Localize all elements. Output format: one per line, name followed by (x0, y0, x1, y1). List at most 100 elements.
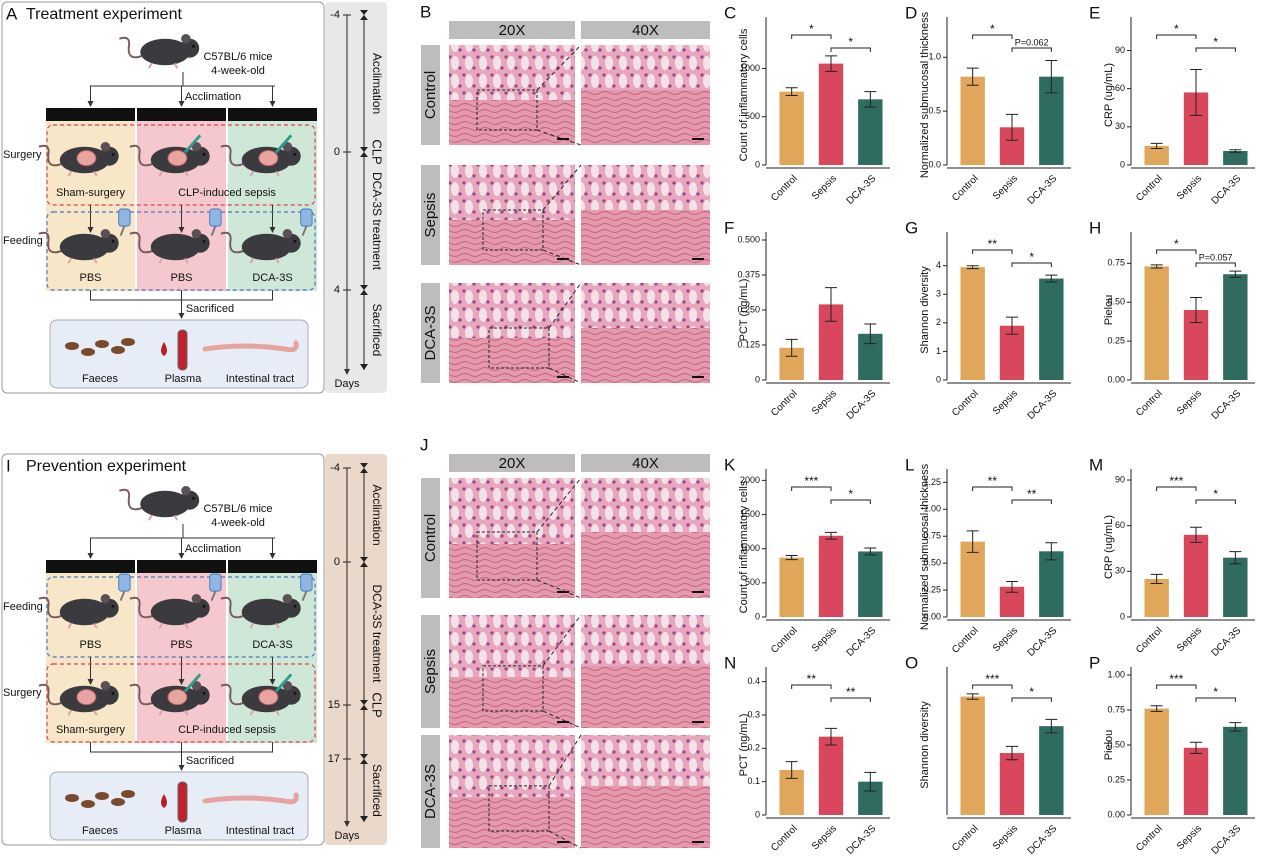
bottle-spout (301, 590, 308, 601)
sacrificed-label: Sacrificed (186, 755, 234, 767)
timeline-tick-label: 15 (328, 699, 340, 711)
bar (960, 76, 985, 165)
y-axis-label: Pielou (1103, 730, 1115, 761)
mouse-icon (129, 573, 222, 629)
error-bar (825, 287, 837, 322)
micrograph-mucosa (449, 615, 575, 678)
x-tick-label: Control (950, 173, 981, 204)
panel-letter: F (724, 218, 734, 237)
mouse-eye (293, 152, 297, 156)
error-bar (1229, 551, 1242, 565)
row-header (421, 735, 440, 848)
mouse-ear (282, 593, 293, 604)
x-tick-label: DCA-3S (1026, 173, 1060, 207)
error-bar (1045, 542, 1058, 561)
mouse-feet (67, 257, 98, 264)
y-axis-label: PCT (ng/mL) (738, 714, 750, 777)
significance-bracket (830, 499, 871, 504)
mouse-head (99, 146, 119, 166)
y-axis-label: Normalized submucosal thickness (919, 11, 931, 178)
row-label: DCA-3S (422, 305, 439, 360)
y-tick-label: 60 (1115, 83, 1125, 93)
y-tick-label: 1.00 (923, 504, 941, 514)
bar (779, 91, 804, 165)
significance-bracket (830, 47, 871, 52)
x-tick-label: Control (950, 388, 981, 419)
x-tick-label: Sepsis (991, 625, 1020, 654)
timeline-tick-label: 0 (334, 556, 340, 568)
error-bar (825, 727, 837, 746)
error-bar (864, 547, 877, 556)
group-label: Sepsis (163, 559, 199, 573)
micrograph-mucosa (581, 45, 710, 90)
faeces-icon (121, 338, 135, 346)
y-tick-label: 0 (936, 374, 941, 384)
error-bar (785, 87, 798, 96)
sacrificed-label: Sacrificed (186, 303, 234, 315)
significance-bracket (972, 684, 1013, 689)
y-tick-label: 0.75 (1107, 258, 1125, 268)
connector (90, 524, 275, 539)
x-tick-label: Control (950, 823, 981, 854)
mouse-tail (119, 36, 143, 59)
panel-letter: M (1089, 455, 1103, 474)
mouse-eye (111, 691, 115, 695)
group-label: DCA-3S (250, 107, 294, 121)
micrograph-mucosa (581, 478, 710, 532)
error-bar (966, 693, 979, 700)
mouse-eye (202, 239, 206, 243)
significance-label: * (1174, 237, 1179, 251)
y-tick-label: 0.3 (747, 709, 760, 719)
mouse-head (190, 146, 210, 166)
error-bar (966, 67, 979, 86)
mouse-ear (191, 593, 202, 604)
error-bar (1150, 264, 1163, 269)
surgery-site (258, 689, 279, 706)
zoom-line (548, 282, 582, 384)
significance-bracket (1195, 499, 1236, 504)
blood-drop (161, 342, 167, 356)
mouse-strain: 4-week-old (211, 65, 265, 77)
bar (960, 541, 985, 617)
x-tick-label: Control (1134, 388, 1165, 419)
mouse-icon (38, 573, 131, 629)
water-bottle (300, 208, 313, 227)
significance-label: * (990, 22, 995, 36)
mouse-feet (158, 257, 189, 264)
phase-label: DCA-3S treatment (370, 172, 384, 271)
mouse-feet (67, 622, 98, 629)
error-bar (785, 555, 798, 561)
faeces-icon (65, 794, 79, 802)
bottle-spout (210, 590, 217, 601)
y-tick-label: 0.75 (1107, 704, 1125, 714)
blood-tube (177, 781, 188, 823)
row-label: Control (422, 71, 439, 119)
group-label: Control (71, 559, 110, 573)
surgery-site (167, 689, 188, 706)
y-tick-label: 0.00 (1107, 374, 1125, 384)
x-tick-label: DCA-3S (1210, 823, 1244, 857)
significance-label: P=0.062 (1015, 37, 1049, 47)
mouse-head (281, 233, 301, 253)
bar (818, 63, 844, 165)
x-tick-label: Control (1134, 625, 1165, 656)
y-axis-label: Normalized submucosal thickness (919, 463, 931, 630)
phase-label: CLP (370, 692, 385, 717)
water-bottle (209, 208, 222, 227)
significance-bracket (972, 486, 1013, 491)
mouse-ear (181, 485, 191, 496)
zoom-line (542, 164, 582, 266)
error-bar (825, 531, 837, 540)
y-tick-label: 0 (1120, 611, 1125, 621)
mouse-ear (181, 33, 191, 44)
column-header (581, 21, 710, 39)
bar (858, 99, 883, 165)
x-tick-label: Sepsis (810, 823, 839, 852)
error-bar (1190, 69, 1202, 116)
micrograph-mucosa (449, 165, 575, 220)
mouse-tail (38, 144, 63, 167)
significance-bracket (972, 249, 1013, 254)
micrograph-mucosa (581, 283, 710, 328)
panel-letter: K (724, 455, 736, 474)
mouse-body (59, 598, 110, 626)
